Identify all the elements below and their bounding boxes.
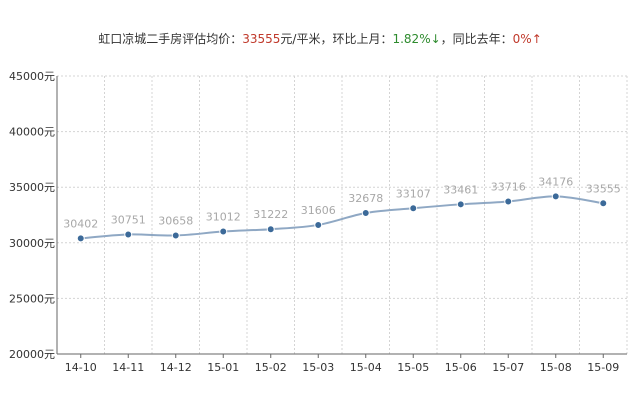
- data-point[interactable]: [504, 197, 513, 206]
- y-tick-label: 35000元: [9, 181, 55, 194]
- data-label: 30658: [158, 214, 193, 227]
- data-point[interactable]: [409, 204, 418, 213]
- data-label: 30751: [111, 213, 146, 226]
- data-point[interactable]: [456, 200, 465, 209]
- label-layer: 30402 30751 30658 31012 31222 31606 32678 33107…: [63, 175, 621, 230]
- data-point[interactable]: [314, 220, 323, 229]
- x-tick-label: 15-08: [540, 361, 572, 374]
- data-label: 33555: [586, 182, 621, 195]
- x-tick-label: 15-07: [492, 361, 524, 374]
- data-label: 31012: [206, 211, 241, 224]
- average-price: 33555: [242, 32, 281, 46]
- data-label: 33716: [491, 180, 526, 193]
- x-tick-label: 14-11: [112, 361, 144, 374]
- axis-layer: 20000元 25000元 30000元 35000元 40000元 45000元 14-1…: [9, 70, 627, 374]
- year-over-year-label: ，同比去年：: [440, 32, 513, 46]
- x-tick-label: 14-10: [65, 361, 97, 374]
- data-label: 34176: [538, 175, 573, 188]
- summary-prefix: 虹口凉城二手房评估均价：: [98, 32, 243, 46]
- x-tick-label: 15-09: [587, 361, 619, 374]
- x-tick-label: 15-06: [445, 361, 477, 374]
- x-tick-label: 15-03: [302, 361, 334, 374]
- price-unit: 元/平米，环比上月：: [280, 32, 393, 46]
- x-tick-label: 14-12: [160, 361, 192, 374]
- data-point[interactable]: [361, 209, 370, 218]
- grid-layer: [57, 75, 628, 354]
- data-label: 30402: [63, 217, 98, 230]
- data-label: 32678: [348, 192, 383, 205]
- data-label: 33107: [396, 187, 431, 200]
- data-point[interactable]: [599, 199, 608, 208]
- data-point[interactable]: [124, 230, 133, 239]
- x-tick-label: 15-02: [255, 361, 287, 374]
- series-layer: [76, 192, 608, 243]
- data-point[interactable]: [76, 234, 85, 243]
- y-tick-label: 30000元: [9, 237, 55, 250]
- x-tick-label: 15-05: [397, 361, 429, 374]
- y-tick-label: 20000元: [9, 348, 55, 361]
- price-summary: 虹口凉城二手房评估均价：33555元/平米，环比上月：1.82%↓，同比去年：0…: [0, 30, 640, 47]
- data-label: 31222: [253, 208, 288, 221]
- data-point[interactable]: [266, 225, 275, 234]
- year-over-year-value: 0%: [512, 32, 532, 46]
- up-arrow-icon: ↑: [531, 32, 542, 46]
- data-point[interactable]: [171, 231, 180, 240]
- month-over-month-value: 1.82%: [392, 32, 431, 46]
- y-tick-label: 25000元: [9, 292, 55, 305]
- data-label: 33461: [443, 183, 478, 196]
- x-tick-label: 15-01: [207, 361, 239, 374]
- data-point[interactable]: [551, 192, 560, 201]
- data-point[interactable]: [219, 227, 228, 236]
- y-tick-label: 45000元: [9, 70, 55, 83]
- data-label: 31606: [301, 204, 336, 217]
- down-arrow-icon: ↓: [430, 32, 441, 46]
- y-tick-label: 40000元: [9, 126, 55, 139]
- x-tick-label: 15-04: [350, 361, 382, 374]
